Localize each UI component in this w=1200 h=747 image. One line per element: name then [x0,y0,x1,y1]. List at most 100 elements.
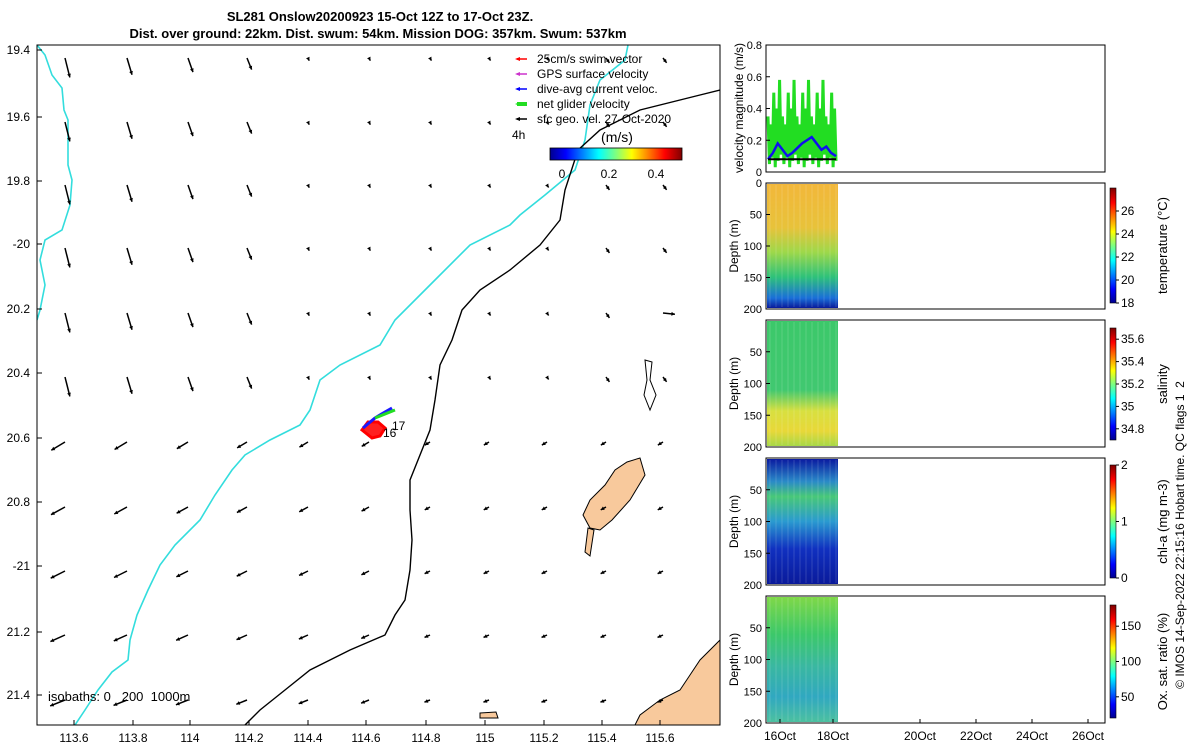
chlorophyll-colorbar-tick-label: 0 [1121,571,1128,585]
map-frame [36,44,721,726]
velocity-arrow [367,375,372,381]
velocity-ylabel: velocity magnitude (m/s) [732,43,746,173]
velocity-arrow [246,121,253,134]
velocity-arrow [600,506,607,511]
salinity-depth-tick-label: 50 [750,347,762,359]
velocity-arrow [246,376,253,389]
speed-colorbar [549,147,683,161]
legend-label: sfc geo. vel. 27-Oct-2020 [537,112,671,126]
velocity-arrow [360,634,370,640]
map-x-tick-label: 113.8 [118,731,147,745]
salinity-profile-stripe [805,322,807,445]
velocity-arrow [605,57,611,64]
chlorophyll-profile-stripe [811,460,813,583]
velocity-arrow [541,570,548,575]
velocity-arrow [50,634,66,643]
velocity-arrow [487,120,492,125]
oxygen-depth-tick-label: 200 [744,718,762,730]
velocity-arrow [306,246,310,252]
velocity-arrow [306,56,310,62]
velocity-arrow [306,120,310,126]
temperature-depth-tick-label: 0 [756,178,762,190]
chlorophyll-colorbar [1109,464,1117,579]
velocity-arrow [487,56,492,61]
velocity-arrow [236,699,248,705]
temperature-profile-stripe [781,185,783,307]
chlorophyll-depth-tick-label: 150 [744,548,762,560]
chlorophyll-depth-label: Depth (m) [727,495,741,548]
temperature-profile-stripe [823,185,825,307]
velocity-arrow [367,120,372,126]
velocity-arrow [176,441,189,450]
velocity-arrow [246,312,253,325]
chlorophyll-profile-stripe [829,460,831,583]
plot-title-line-1: SL281 Onslow20200923 15-Oct 12Z to 17-Oc… [227,9,533,24]
velocity-arrow [64,184,71,205]
map-x-tick-label: 114.4 [293,731,322,745]
map-x-tick-label: 115.4 [587,731,616,745]
temperature-depth-tick-label: 50 [750,210,762,222]
island-cluster [643,359,657,412]
chlorophyll-profile-stripe [793,460,795,583]
velocity-arrow [428,56,433,61]
velocity-arrow [176,506,189,514]
track-label-16: 16 [383,426,397,440]
speed-colorbar-ticks: 0 0.2 0.4 [559,167,665,181]
map-y-tick-label: 20.8 [7,495,31,509]
temperature-profile-stripe [835,185,837,307]
temperature-profile-stripe [811,185,813,307]
velocity-arrow [113,570,128,579]
time-tick-label: 24Oct [1016,729,1049,743]
speed-colorbar-tick: 0.2 [601,167,618,181]
velocity-arrow [487,375,492,380]
velocity-arrow [50,506,66,516]
velocity-arrow [113,699,128,707]
temperature-colorbar-label: temperature (°C) [1155,197,1170,294]
salinity-profile-stripe [811,322,813,445]
velocity-arrow [187,184,194,200]
chlorophyll-colorbar-tick-label: 2 [1121,458,1128,472]
oxygen-depth-tick-label: 100 [744,655,762,667]
surface-velocity-arrows [49,56,676,707]
velocity-arrow [487,311,492,316]
chlorophyll-profile-stripe [805,460,807,583]
velocity-arrow [657,441,664,446]
velocity-arrow [545,120,550,125]
velocity-arrow [298,506,309,513]
oxygen-colorbar [1109,604,1117,719]
chlorophyll-depth-tick-label: 100 [744,517,762,529]
velocity-arrow [605,312,611,319]
map-latitude-ticks: 19.4 19.6 19.8 -20 20.2 20.4 20.6 20.8 -21 21.2 21… [7,43,42,702]
mainland-land [634,639,720,725]
chlorophyll-colorbar-tick-label: 1 [1121,515,1128,529]
salinity-colorbar-tick-label: 35 [1121,399,1135,413]
oxygen-profile-stripe [793,598,795,721]
velocity-series [766,79,838,168]
salinity-colorbar [1109,327,1117,441]
velocity-arrow [187,57,194,73]
velocity-arrow [64,312,71,333]
temperature-profile-stripe [775,185,777,307]
legend-item: GPS surface velocity [515,67,648,81]
velocity-arrow [236,506,248,514]
isobath-1000m [244,89,720,725]
velocity-arrow [367,311,372,317]
speed-colorbar-tick: 0 [559,167,566,181]
oxygen-depth-label: Depth (m) [727,633,741,686]
salinity-profile-stripe [775,322,777,445]
map-y-tick-label: 20.4 [7,366,31,380]
velocity-arrow [361,441,370,448]
velocity-arrow [298,634,309,640]
velocity-arrow [175,634,189,642]
temperature-profile-stripe [793,185,795,307]
velocity-arrow [657,699,664,703]
velocity-arrow [662,184,668,191]
salinity-profile-stripe [781,322,783,445]
velocity-arrow [360,699,370,704]
legend-label: 25cm/s swim vector [537,52,642,66]
velocity-arrow [361,570,370,576]
time-tick-label: 20Oct [904,729,937,743]
salinity-depth-label: Depth (m) [727,357,741,410]
velocity-arrow [175,699,189,706]
glider-track [359,406,396,440]
